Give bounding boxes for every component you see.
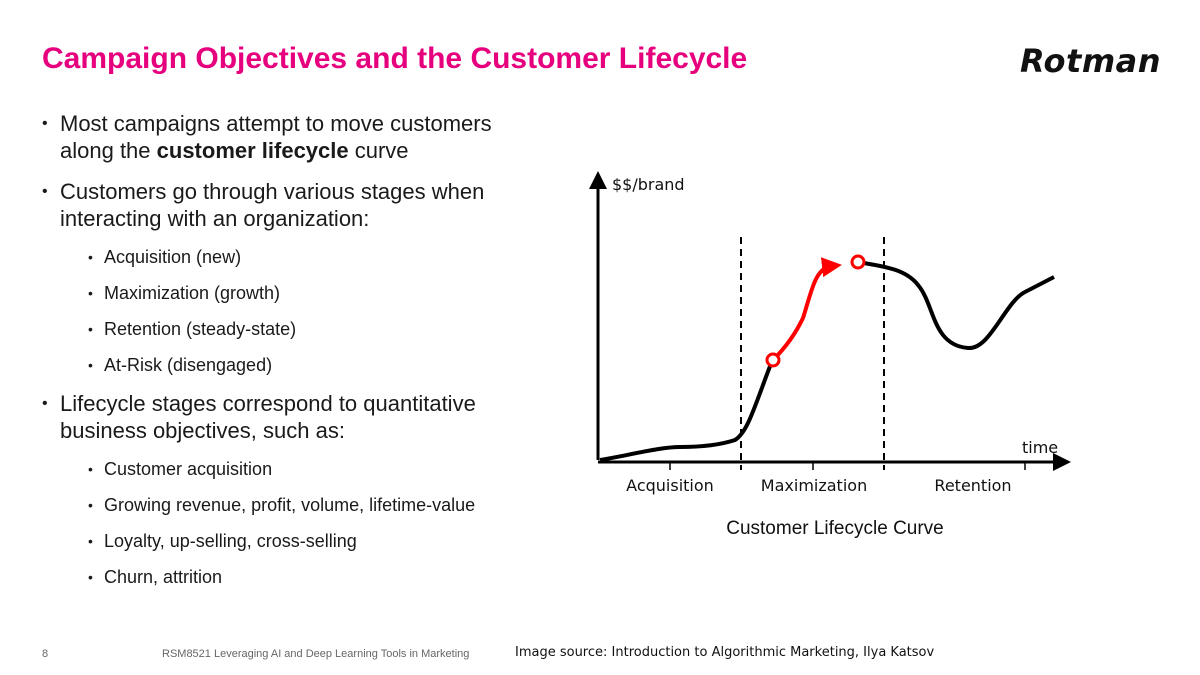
bullet-text: curve	[348, 138, 409, 163]
stage-item: Retention (steady-state)	[88, 318, 542, 340]
y-axis-label: $$/brand	[612, 175, 685, 194]
segment-label-retention: Retention	[934, 476, 1011, 495]
bullet-stages-intro: Customers go through various stages when…	[42, 178, 542, 232]
page-number: 8	[42, 648, 49, 660]
diagram-caption: Customer Lifecycle Curve	[726, 518, 944, 539]
bullet-list: Most campaigns attempt to move customers…	[42, 110, 542, 602]
bullet-bold-text: customer lifecycle	[156, 138, 349, 163]
segment-label-maximization: Maximization	[761, 476, 867, 495]
highlight-end-marker	[850, 254, 866, 270]
stage-item: At-Risk (disengaged)	[88, 354, 542, 376]
rotman-logo: Rotman	[1020, 42, 1162, 80]
segment-label-acquisition: Acquisition	[626, 476, 714, 495]
objective-item: Loyalty, up-selling, cross-selling	[88, 530, 542, 552]
highlight-curve	[771, 257, 842, 362]
highlight-start-marker	[765, 352, 781, 368]
course-name: RSM8521 Leveraging AI and Deep Learning …	[162, 648, 470, 660]
objective-item: Growing revenue, profit, volume, lifetim…	[88, 494, 542, 516]
stage-item: Maximization (growth)	[88, 282, 542, 304]
slide-title: Campaign Objectives and the Customer Lif…	[42, 42, 748, 75]
objective-item: Churn, attrition	[88, 566, 542, 588]
lifecycle-diagram: $$/brand time Acquisition Maximization R…	[589, 171, 1071, 539]
image-source: Image source: Introduction to Algorithmi…	[515, 645, 935, 660]
lifecycle-curve	[857, 260, 1055, 350]
lifecycle-curve	[599, 360, 774, 462]
bullet-lifecycle-intro: Most campaigns attempt to move customers…	[42, 110, 542, 164]
x-axis-label: time	[1022, 438, 1058, 457]
stage-item: Acquisition (new)	[88, 246, 542, 268]
bullet-objectives-intro: Lifecycle stages correspond to quantitat…	[42, 390, 542, 444]
bullet-text: Most campaigns attempt to move customers…	[60, 111, 492, 163]
objective-item: Customer acquisition	[88, 458, 542, 480]
